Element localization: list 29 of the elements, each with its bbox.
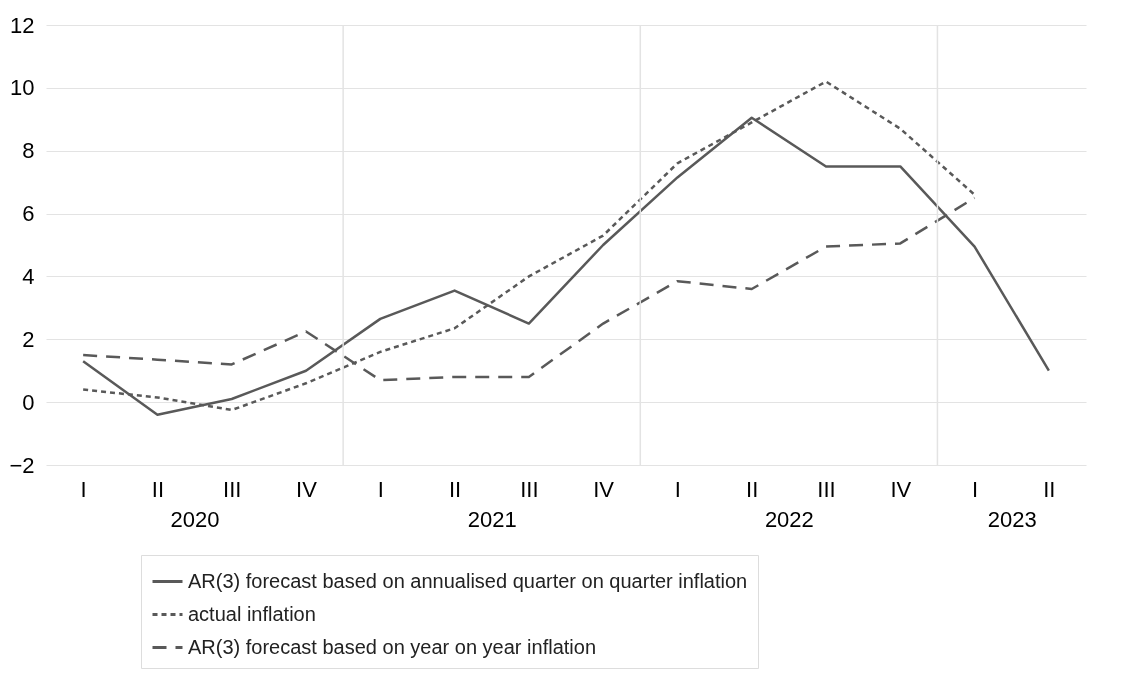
x-tick-label: IV bbox=[593, 476, 615, 502]
text: 2022 bbox=[764, 506, 814, 532]
legend-label: AR(3) forecast based on annualised quarter on quarter inflation bbox=[188, 569, 748, 592]
y-tick-label: 0 bbox=[22, 389, 35, 415]
y-tick-label: 8 bbox=[22, 138, 35, 164]
x-tick-label: II bbox=[1043, 476, 1056, 502]
y-tick-label: −2 bbox=[9, 452, 35, 478]
x-tick-label: I bbox=[674, 476, 681, 502]
text: 2023 bbox=[987, 506, 1037, 532]
x-tick-label: IV bbox=[890, 476, 912, 502]
x-tick-label: II bbox=[448, 476, 462, 502]
y-tick-label: 10 bbox=[10, 75, 35, 101]
text: 2020 bbox=[170, 506, 220, 532]
text: 2021 bbox=[467, 506, 517, 532]
legend-label: actual inflation bbox=[188, 602, 316, 625]
x-tick-label: IV bbox=[296, 476, 318, 502]
x-tick-label: III bbox=[520, 476, 539, 502]
x-tick-label: III bbox=[817, 476, 836, 502]
x-tick-label: I bbox=[972, 476, 979, 502]
x-tick-label: III bbox=[223, 476, 242, 502]
y-tick-label: 4 bbox=[22, 263, 35, 289]
y-tick-label: 12 bbox=[10, 12, 35, 38]
x-tick-label: II bbox=[746, 476, 759, 502]
y-tick-label: 6 bbox=[22, 201, 35, 227]
legend-label: AR(3) forecast based on year on year inflation bbox=[188, 635, 596, 658]
x-tick-label: I bbox=[377, 476, 384, 502]
x-tick-label: II bbox=[151, 476, 165, 502]
x-tick-label: I bbox=[80, 476, 87, 502]
y-tick-label: 2 bbox=[22, 326, 35, 352]
